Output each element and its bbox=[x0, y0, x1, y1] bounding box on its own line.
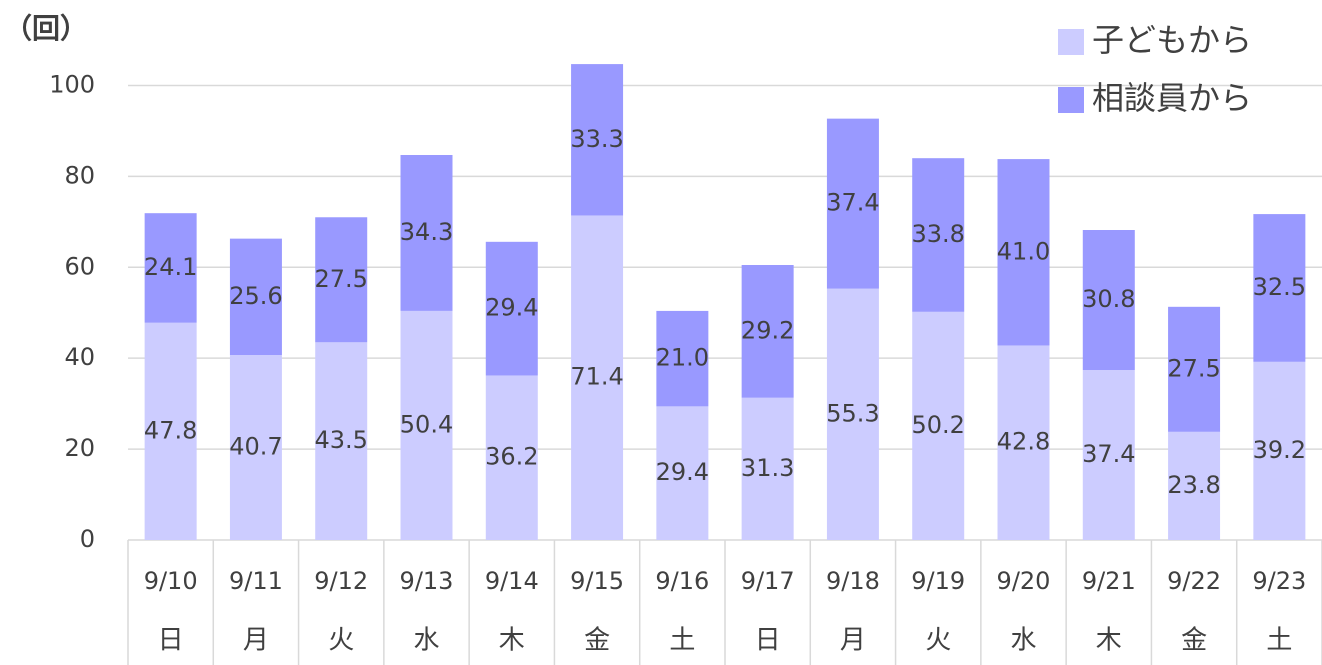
bar-segment bbox=[1082, 230, 1135, 370]
bar-segment bbox=[912, 311, 965, 540]
data-label: 29.4 bbox=[656, 458, 709, 486]
bar-segment bbox=[1082, 370, 1135, 540]
bar-segment bbox=[144, 213, 197, 323]
data-label: 71.4 bbox=[570, 363, 623, 391]
data-label: 33.3 bbox=[570, 125, 623, 153]
bar-segment bbox=[1253, 361, 1306, 540]
bar-segment bbox=[144, 322, 197, 540]
bar-segment bbox=[229, 238, 282, 355]
legend-label: 相談員から bbox=[1092, 79, 1252, 117]
data-label: 33.8 bbox=[911, 220, 964, 248]
bar-segment bbox=[997, 345, 1050, 540]
bar-segment bbox=[485, 375, 538, 540]
x-tick-label: 9/19 bbox=[911, 567, 965, 595]
y-tick-label: 100 bbox=[49, 70, 95, 98]
y-tick-label: 40 bbox=[64, 343, 95, 371]
x-tick-label: 9/14 bbox=[485, 567, 539, 595]
bar-segment bbox=[1168, 306, 1221, 432]
x-tick-day: 金 bbox=[1181, 626, 1207, 656]
data-label: 40.7 bbox=[229, 433, 282, 461]
data-label: 32.5 bbox=[1253, 273, 1306, 301]
bar-segment bbox=[997, 159, 1050, 346]
x-tick-day: 日 bbox=[158, 626, 184, 656]
x-tick-day: 月 bbox=[243, 626, 269, 656]
bar-segment bbox=[1168, 431, 1221, 540]
x-tick-day: 土 bbox=[1266, 626, 1292, 656]
data-label: 21.0 bbox=[656, 344, 709, 372]
data-label: 31.3 bbox=[741, 454, 794, 482]
legend-label: 子どもから bbox=[1092, 21, 1252, 59]
x-tick-day: 日 bbox=[755, 626, 781, 656]
x-tick-day: 木 bbox=[1096, 626, 1122, 656]
bar-segment bbox=[315, 217, 368, 343]
data-label: 30.8 bbox=[1082, 285, 1135, 313]
x-tick-day: 水 bbox=[413, 626, 439, 656]
legend-swatch bbox=[1058, 29, 1084, 55]
x-tick-label: 9/22 bbox=[1167, 567, 1221, 595]
x-tick-day: 水 bbox=[1010, 626, 1036, 656]
bar-segment bbox=[656, 310, 709, 407]
x-tick-label: 9/18 bbox=[826, 567, 880, 595]
data-label: 43.5 bbox=[314, 426, 367, 454]
x-tick-label: 9/16 bbox=[655, 567, 709, 595]
bar-segment bbox=[485, 241, 538, 376]
bar-segment bbox=[741, 397, 794, 540]
bar-segment bbox=[741, 265, 794, 398]
data-label: 50.4 bbox=[400, 410, 453, 438]
bar-segment bbox=[826, 288, 879, 540]
data-label: 50.2 bbox=[911, 411, 964, 439]
bar-segment bbox=[571, 215, 624, 541]
data-label: 24.1 bbox=[144, 253, 197, 281]
data-label: 37.4 bbox=[1082, 440, 1135, 468]
bar-segment bbox=[400, 310, 453, 540]
y-tick-label: 20 bbox=[64, 434, 95, 462]
data-label: 41.0 bbox=[997, 237, 1050, 265]
legend-swatch bbox=[1058, 87, 1084, 113]
data-label: 29.2 bbox=[741, 316, 794, 344]
x-tick-day: 月 bbox=[840, 626, 866, 656]
data-label: 47.8 bbox=[144, 416, 197, 444]
bar-segment bbox=[1253, 214, 1306, 362]
data-label: 55.3 bbox=[826, 399, 879, 427]
y-axis-label: （回） bbox=[4, 12, 88, 45]
x-tick-day: 土 bbox=[669, 626, 695, 656]
bar-segment bbox=[315, 342, 368, 540]
x-tick-label: 9/21 bbox=[1082, 567, 1136, 595]
x-tick-label: 9/23 bbox=[1252, 567, 1306, 595]
y-tick-label: 0 bbox=[80, 525, 95, 553]
data-label: 39.2 bbox=[1253, 436, 1306, 464]
data-label: 37.4 bbox=[826, 189, 879, 217]
x-tick-label: 9/17 bbox=[741, 567, 795, 595]
bar-segment bbox=[912, 158, 965, 312]
x-tick-label: 9/12 bbox=[314, 567, 368, 595]
data-label: 29.4 bbox=[485, 294, 538, 322]
bar-segment bbox=[826, 118, 879, 289]
data-label: 27.5 bbox=[314, 265, 367, 293]
data-label: 34.3 bbox=[400, 218, 453, 246]
data-label: 42.8 bbox=[997, 428, 1050, 456]
x-tick-day: 火 bbox=[328, 626, 354, 656]
data-label: 25.6 bbox=[229, 282, 282, 310]
bar-segment bbox=[656, 406, 709, 540]
x-tick-label: 9/15 bbox=[570, 567, 624, 595]
x-tick-day: 火 bbox=[925, 626, 951, 656]
y-tick-label: 60 bbox=[64, 252, 95, 280]
x-tick-label: 9/10 bbox=[144, 567, 198, 595]
bar-segment bbox=[229, 355, 282, 540]
data-label: 27.5 bbox=[1167, 354, 1220, 382]
x-tick-day: 金 bbox=[584, 626, 610, 656]
x-tick-day: 木 bbox=[499, 626, 525, 656]
bar-segment bbox=[400, 155, 453, 311]
x-tick-label: 9/11 bbox=[229, 567, 283, 595]
bar-segment bbox=[571, 64, 624, 216]
x-tick-label: 9/13 bbox=[400, 567, 454, 595]
data-label: 36.2 bbox=[485, 443, 538, 471]
data-label: 23.8 bbox=[1167, 471, 1220, 499]
y-tick-label: 80 bbox=[64, 161, 95, 189]
x-tick-label: 9/20 bbox=[997, 567, 1051, 595]
